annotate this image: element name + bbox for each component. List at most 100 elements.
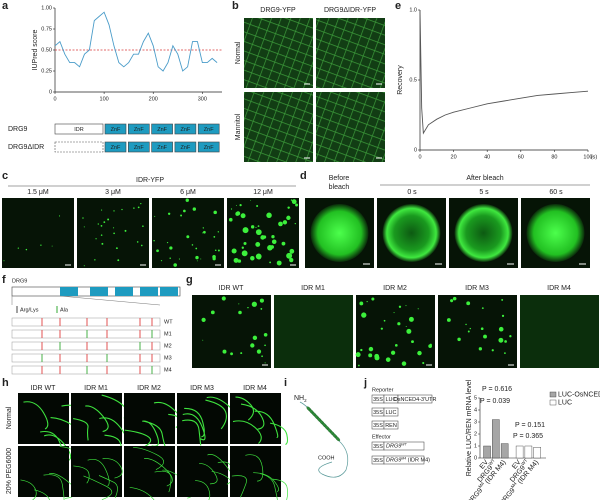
construct-box [397, 394, 433, 404]
domain-label: ZnF [204, 127, 214, 133]
y-tick-label: 0.5 [409, 77, 417, 83]
punctum [264, 362, 266, 364]
punctum [201, 317, 206, 322]
row-label: M2 [164, 343, 172, 349]
domain-label: ZnF [181, 127, 191, 133]
backbone [299, 401, 349, 478]
punctum [256, 205, 259, 208]
punctum [251, 301, 257, 307]
row-label: M1 [164, 331, 172, 337]
column-label: 6 μM [180, 189, 196, 196]
punctum [429, 343, 432, 346]
deleted-region [54, 141, 104, 153]
punctum [498, 337, 504, 343]
punctum [446, 318, 451, 322]
micrograph [230, 446, 281, 497]
x-tick-label: 60 [518, 154, 524, 160]
punctum [269, 261, 272, 264]
gene: DRG9 [386, 444, 401, 450]
punctum [243, 242, 247, 246]
domain [197, 141, 220, 153]
column-label: bleach [329, 184, 350, 191]
micrograph [177, 393, 228, 444]
domain [197, 123, 220, 135]
punctum [261, 355, 263, 358]
column-label: IDR WT [219, 285, 245, 292]
section-title: Reporter [372, 387, 394, 393]
row-label: Normal [6, 406, 13, 429]
punctum [238, 303, 240, 305]
y-tick-label: 0.50 [41, 47, 52, 53]
column-label: IDR M3 [190, 385, 214, 392]
punctum [230, 352, 233, 356]
legend-label: LUC-OsNCED4-3'UTR [558, 391, 600, 398]
micrograph [520, 295, 599, 368]
domain [60, 287, 78, 296]
x-tick-label: EV [511, 459, 523, 471]
punctum [252, 335, 258, 341]
cell-outline [124, 401, 198, 450]
punctum [94, 259, 96, 261]
micrograph [71, 446, 122, 497]
legend-swatch [549, 399, 557, 406]
domain [128, 123, 150, 135]
domain [104, 123, 127, 135]
punctum [405, 326, 407, 327]
punctum [371, 297, 375, 301]
domain [151, 141, 173, 153]
punctum [195, 247, 198, 250]
punctum [452, 296, 457, 301]
panel-label: f [2, 274, 6, 286]
x-tick-label: 300 [198, 96, 207, 102]
punctum [183, 209, 186, 213]
gene-sup: WT [401, 442, 407, 446]
punctum [504, 340, 507, 343]
x-tick-label: 40 [484, 154, 490, 160]
row-label: M4 [164, 367, 172, 373]
punctum [180, 214, 183, 217]
punctum [286, 215, 291, 221]
punctum [380, 327, 383, 330]
punctum [58, 215, 61, 217]
punctum [3, 260, 5, 262]
protein-name: DRG9 [12, 278, 27, 284]
panel-label: a [2, 0, 9, 12]
y-tick-label: 2 [474, 431, 477, 437]
punctum [294, 223, 296, 225]
punctum [287, 206, 290, 209]
punctum [368, 346, 374, 352]
punctum [154, 215, 156, 217]
column-label: 3 μM [105, 189, 121, 196]
punctum [203, 230, 206, 234]
punctum [295, 203, 299, 207]
row-label: Normal [235, 41, 242, 64]
construct-label: 35S [373, 410, 383, 416]
punctum [383, 319, 386, 322]
bar [492, 419, 500, 459]
punctum [124, 229, 127, 232]
punctum [250, 343, 255, 348]
label-base: DRG9 [466, 487, 484, 500]
punctum [465, 323, 467, 326]
legend-label: Arg/Lys [20, 307, 39, 313]
p-value: P = 0.616 [482, 386, 512, 393]
punctum [117, 259, 120, 262]
construct-label: 35S [373, 458, 383, 464]
punctum [405, 305, 407, 307]
punctum [501, 298, 504, 301]
punctum [257, 255, 261, 260]
punctum [255, 229, 262, 236]
y-tick-label: 1.00 [41, 5, 52, 11]
punctum [257, 225, 260, 227]
punctum [270, 245, 274, 249]
punctum [240, 213, 246, 219]
droplet [310, 204, 369, 262]
x-tick-label: 0 [418, 154, 421, 160]
punctum [291, 199, 297, 205]
punctum [401, 361, 407, 366]
punctum [166, 241, 169, 244]
panel-label: b [232, 0, 239, 12]
punctum [103, 221, 106, 224]
punctum [359, 301, 364, 306]
y-tick-label: 0 [414, 147, 417, 153]
